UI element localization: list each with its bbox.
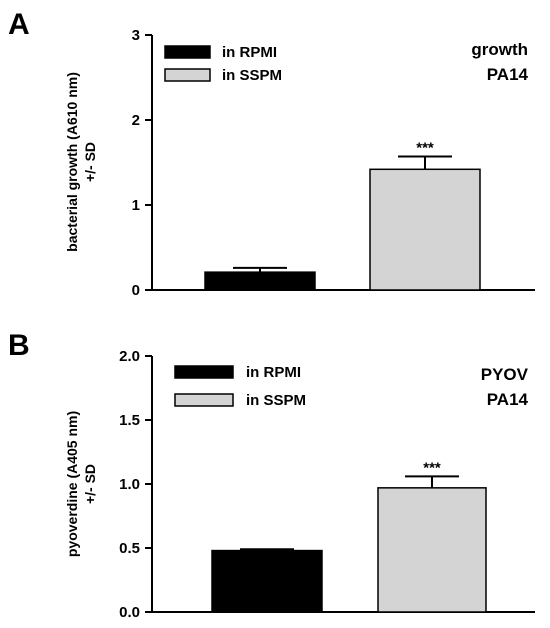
legend-swatch	[174, 365, 234, 379]
legend-label: in SSPM	[246, 392, 306, 409]
corner-label: PYOV	[481, 365, 529, 384]
legend-label: in RPMI	[222, 44, 277, 61]
corner-label: growth	[471, 40, 528, 59]
corner-label: PA14	[487, 65, 529, 84]
y-tick-label: 3	[132, 27, 140, 44]
significance-label: ***	[416, 140, 434, 157]
bar	[369, 168, 481, 291]
y-tick-label: 1	[132, 197, 140, 214]
legend-label: in RPMI	[246, 364, 301, 381]
significance-label: ***	[423, 459, 441, 476]
y-tick-label: 0	[132, 282, 140, 299]
y-tick-label: 0.0	[119, 604, 140, 621]
y-tick-label: 2.0	[119, 348, 140, 365]
bar	[377, 487, 487, 613]
y-axis-title: bacterial growth (A610 nm)	[64, 72, 80, 252]
legend-label: in SSPM	[222, 67, 282, 84]
corner-label: PA14	[487, 390, 529, 409]
y-axis-title: +/- SD	[82, 142, 98, 182]
y-axis-title: +/- SD	[82, 464, 98, 504]
bar	[204, 271, 316, 291]
panel-b: B 0.0 0.5 1.0 1.5 2.0 pyoverdine (A405 nm) +/- …	[8, 329, 535, 621]
legend-swatch	[174, 393, 234, 407]
y-tick-label: 0.5	[119, 540, 140, 557]
panel-letter: A	[8, 8, 30, 41]
legend-swatch	[164, 45, 211, 59]
y-tick-label: 2	[132, 112, 140, 129]
panel-letter: B	[8, 329, 30, 362]
y-tick-label: 1.5	[119, 412, 140, 429]
legend-swatch	[164, 68, 211, 82]
y-axis-title: pyoverdine (A405 nm)	[64, 411, 80, 557]
y-tick-label: 1.0	[119, 476, 140, 493]
bar	[211, 549, 323, 613]
panel-a: A 0 1 2 3 bacterial growth (A610 nm) +/- SD ***…	[8, 8, 535, 299]
